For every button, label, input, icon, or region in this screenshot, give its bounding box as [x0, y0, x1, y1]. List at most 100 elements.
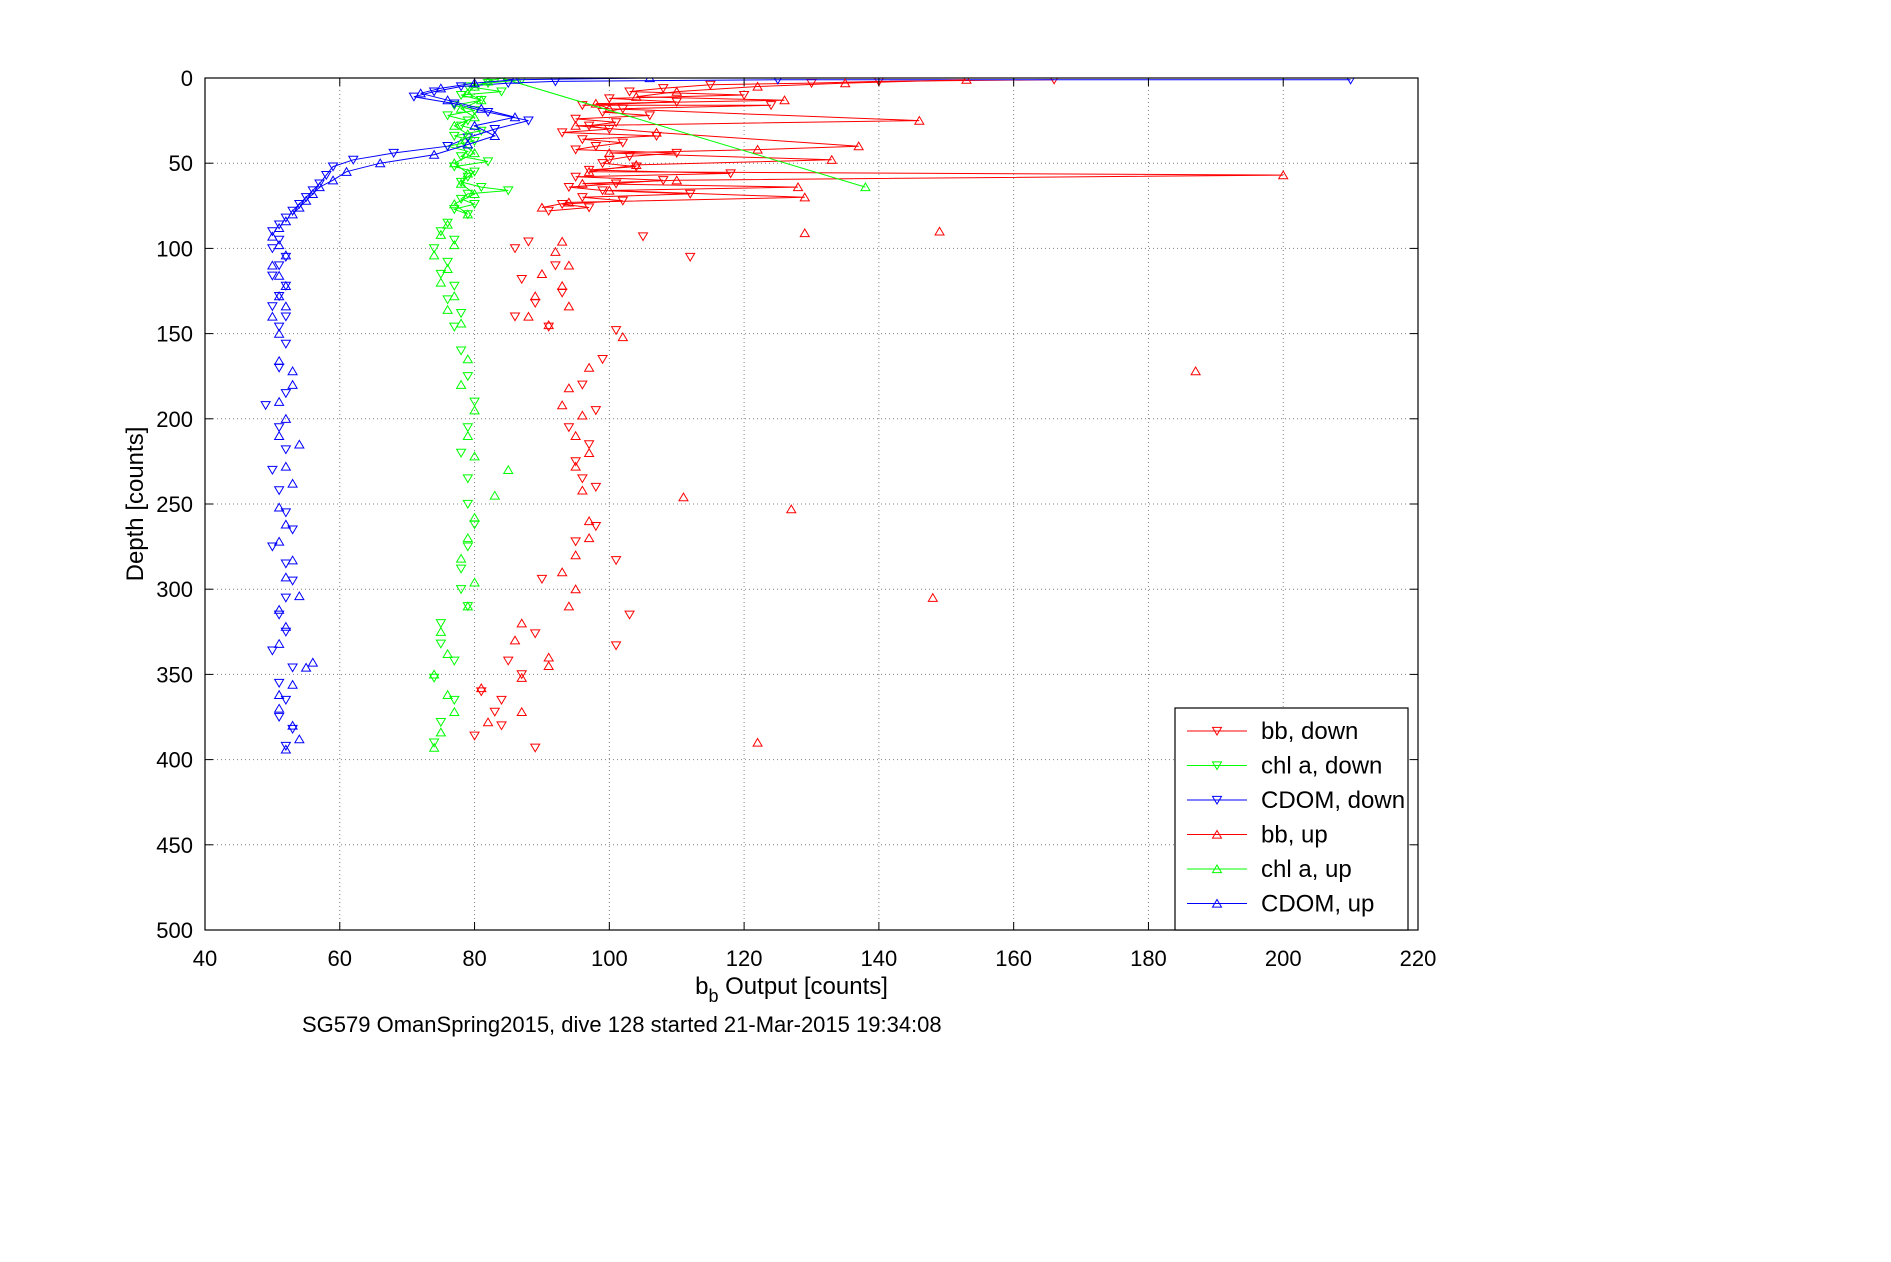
data-point: [455, 103, 467, 113]
data-point: [287, 478, 298, 488]
data-point: [287, 525, 298, 535]
data-point: [550, 261, 561, 271]
data-point: [610, 326, 622, 336]
data-point: [287, 379, 298, 389]
data-point: [455, 152, 467, 162]
data-point: [448, 235, 460, 245]
data-point: [502, 464, 514, 475]
data-point: [273, 703, 285, 713]
data-point: [442, 111, 453, 121]
data-point: [597, 355, 608, 365]
data-point: [267, 465, 278, 475]
data-point: [543, 320, 555, 330]
data-point: [273, 261, 285, 271]
data-point: [273, 328, 285, 338]
data-point: [455, 553, 467, 563]
legend-entry: chl a, down: [1187, 753, 1382, 780]
data-point: [1190, 366, 1201, 376]
data-point: [637, 232, 649, 242]
y-tick-label: 100: [156, 236, 193, 261]
data-point: [738, 90, 750, 101]
data-point: [273, 502, 285, 512]
data-point: [442, 95, 453, 105]
data-point: [603, 103, 615, 113]
data-point: [543, 322, 555, 332]
data-point: [624, 87, 635, 97]
data-point: [590, 406, 602, 416]
data-point: [671, 86, 683, 96]
data-point: [442, 257, 453, 268]
data-point: [448, 120, 460, 130]
x-tick-label: 220: [1400, 946, 1437, 971]
data-point: [577, 474, 588, 484]
data-point: [442, 142, 453, 152]
data-point: [273, 638, 285, 648]
data-point: [428, 669, 440, 679]
data-point: [314, 179, 325, 189]
data-point: [327, 162, 339, 172]
data-point: [267, 231, 278, 241]
data-point: [860, 182, 871, 192]
data-point: [610, 641, 622, 651]
data-point: [563, 301, 575, 311]
data-point: [536, 268, 548, 279]
data-point: [293, 590, 305, 601]
x-tick-label: 200: [1265, 946, 1302, 971]
data-point: [462, 88, 474, 98]
data-point: [287, 555, 298, 565]
data-point: [590, 98, 602, 108]
data-point: [556, 128, 568, 138]
data-point: [448, 239, 460, 250]
data-point: [273, 291, 285, 301]
data-point: [583, 440, 595, 450]
x-axis-label-main: b: [695, 973, 708, 1000]
data-point: [556, 400, 568, 410]
data-point: [630, 162, 642, 172]
data-point: [469, 78, 480, 88]
series-line: [541, 79, 1284, 208]
data-point: [442, 648, 453, 659]
data-point: [927, 592, 939, 602]
legend-label: CDOM, up: [1261, 891, 1374, 918]
data-point: [489, 490, 501, 500]
data-point: [799, 192, 811, 202]
data-point: [516, 670, 528, 680]
data-point: [273, 486, 285, 496]
data-point: [853, 141, 865, 151]
data-point: [570, 550, 582, 560]
data-point: [543, 660, 555, 670]
data-point: [273, 604, 285, 614]
series-5: [267, 78, 656, 754]
data-point: [280, 695, 292, 705]
data-point: [475, 182, 487, 193]
data-point: [489, 125, 501, 135]
data-point: [307, 657, 319, 667]
data-point: [583, 166, 595, 176]
data-point: [300, 662, 312, 672]
legend-label: chl a, down: [1261, 753, 1382, 780]
data-point: [496, 721, 507, 731]
data-point: [280, 508, 292, 518]
data-point: [469, 405, 480, 415]
legend-marker: [1211, 726, 1223, 737]
data-point: [287, 720, 298, 730]
data-point: [496, 78, 507, 83]
data-point: [267, 542, 278, 552]
data-point: [1346, 78, 1355, 85]
data-point: [280, 339, 292, 349]
axis-ticks: 40 60 80 100 120 140 160 180 200 220 0 50 100 150 200 2…: [156, 66, 1436, 971]
data-point: [583, 533, 595, 543]
data-point: [273, 355, 285, 365]
data-point: [287, 679, 298, 689]
data-point: [280, 312, 292, 322]
data-point: [839, 78, 851, 88]
data-point: [293, 202, 305, 212]
data-point: [752, 144, 763, 154]
data-point: [489, 707, 501, 717]
legend-marker: [1211, 761, 1223, 771]
data-point: [469, 188, 480, 198]
data-point: [287, 209, 298, 219]
data-point: [752, 81, 763, 91]
data-point: [455, 448, 467, 458]
data-point: [267, 646, 278, 656]
